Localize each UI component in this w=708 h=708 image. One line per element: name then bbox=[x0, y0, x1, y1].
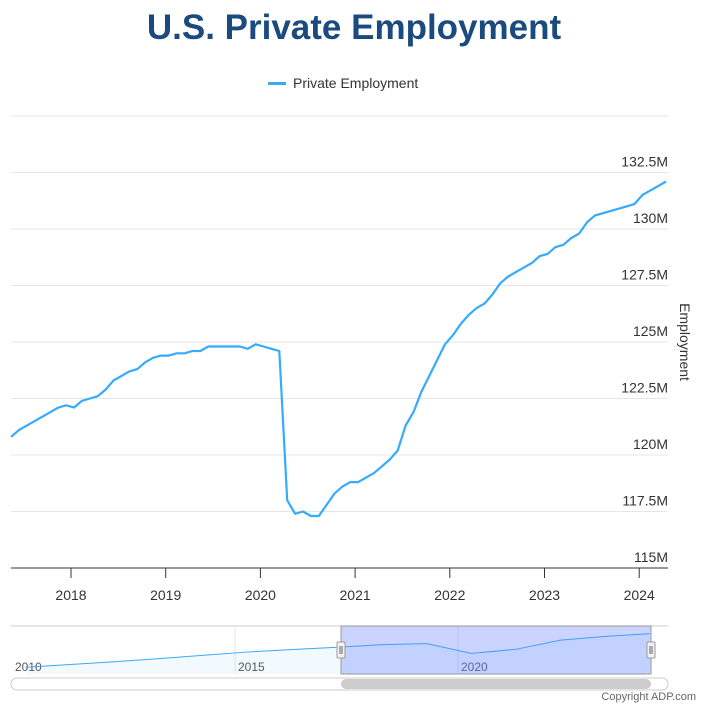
y-tick-label: 125M bbox=[633, 323, 668, 339]
legend-label: Private Employment bbox=[293, 75, 419, 91]
legend-item[interactable]: Private Employment bbox=[268, 75, 418, 91]
legend-line-swatch bbox=[268, 81, 286, 85]
navigator-selected-range[interactable] bbox=[340, 625, 652, 675]
x-tick-label: 2023 bbox=[529, 587, 560, 603]
y-tick-label: 132.5M bbox=[621, 154, 668, 170]
x-tick-label: 2022 bbox=[434, 587, 465, 603]
y-tick-label: 127.5M bbox=[621, 267, 668, 283]
navigator-handle-right[interactable] bbox=[646, 641, 656, 659]
navigator-tick-label: 2020 bbox=[461, 660, 488, 674]
navigator-tick-label: 2015 bbox=[238, 660, 265, 674]
x-tick-label: 2020 bbox=[245, 587, 276, 603]
copyright[interactable]: Copyright ADP.com bbox=[601, 691, 696, 703]
y-axis-title: Employment bbox=[677, 303, 693, 381]
series-line-private-employment bbox=[10, 180, 667, 518]
x-tick-label: 2018 bbox=[55, 587, 86, 603]
x-tick-label: 2024 bbox=[624, 587, 655, 603]
y-tick-label: 120M bbox=[633, 436, 668, 452]
y-tick-label: 115M bbox=[634, 549, 668, 565]
navigator-handle-left[interactable] bbox=[336, 641, 346, 659]
x-tick-label: 2021 bbox=[340, 587, 371, 603]
chart-title: U.S. Private Employment bbox=[146, 8, 562, 47]
scrollbar-thumb[interactable] bbox=[341, 679, 651, 689]
x-tick-label: 2019 bbox=[150, 587, 181, 603]
y-tick-label: 122.5M bbox=[621, 380, 668, 396]
y-tick-label: 130M bbox=[633, 210, 668, 226]
y-tick-label: 117.5M bbox=[622, 493, 668, 509]
